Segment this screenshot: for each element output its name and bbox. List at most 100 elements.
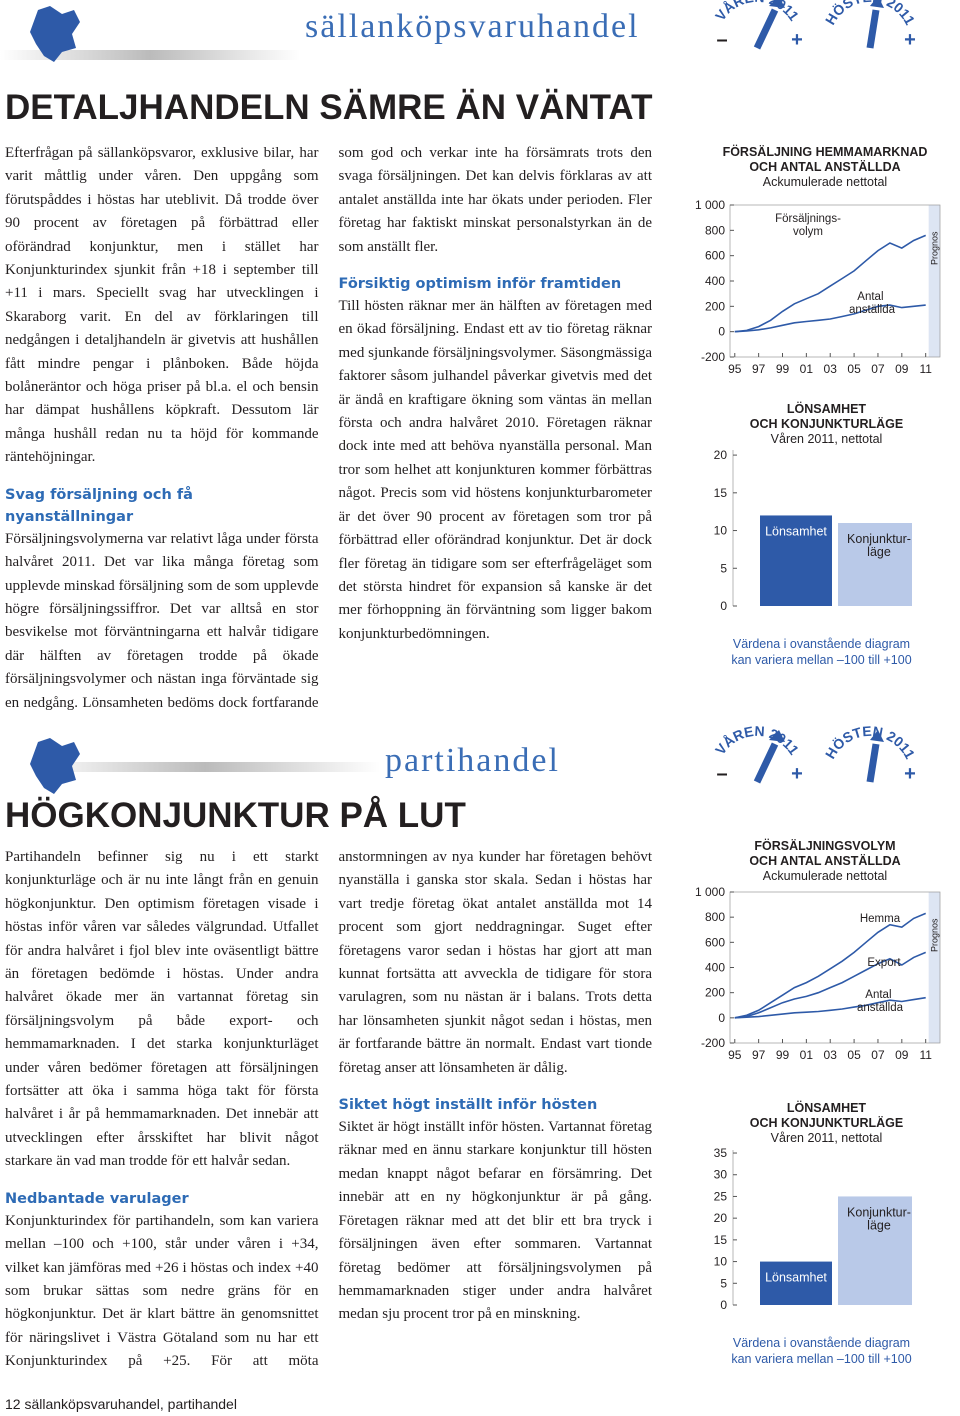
bar <box>838 1196 912 1305</box>
chart-title: OCH KONJUNKTURLÄGE <box>750 416 903 431</box>
y-tick-label: 1 000 <box>695 198 725 212</box>
x-tick-label: 09 <box>895 1048 909 1062</box>
chart-note: kan variera mellan –100 till +100 <box>731 1352 911 1366</box>
chart-title: OCH ANTAL ANSTÄLLDA <box>749 159 900 174</box>
x-tick-label: 09 <box>895 362 909 376</box>
gauge-needle <box>753 742 779 784</box>
line-series <box>734 234 927 333</box>
plot-frame <box>729 891 941 1044</box>
subheading: Siktet högt inställt inför hösten <box>338 1097 598 1114</box>
series-label: Export <box>867 957 901 969</box>
chart-subtitle: Ackumulerade nettotal <box>763 869 887 883</box>
forecast-area <box>928 892 940 1043</box>
heading: DETALJHANDELN SÄMRE ÄN VÄNTAT <box>5 88 653 127</box>
x-tick-label: 05 <box>847 1048 861 1062</box>
series-label: Antal anställda <box>849 291 896 316</box>
y-tick-label: 5 <box>720 1276 727 1290</box>
y-tick-label: 5 <box>720 561 727 575</box>
paragraph: Konjunkturindex för partihandeln, som ka… <box>5 849 652 1370</box>
x-tick-label: 03 <box>824 1048 838 1062</box>
x-tick-label: 99 <box>776 1048 790 1062</box>
subheading: Svag försäljning och få nyanställningar <box>5 486 193 525</box>
chart-subtitle: Våren 2011, nettotal <box>771 432 883 446</box>
bar <box>838 523 912 606</box>
x-tick-label: 07 <box>871 362 885 376</box>
y-tick-label: 400 <box>705 274 725 288</box>
gauge-label: VÅREN 2011 <box>712 0 803 24</box>
gauge-needle-head <box>870 0 884 8</box>
y-tick-label: 15 <box>714 486 728 500</box>
y-tick-label: 800 <box>705 223 725 237</box>
y-tick-label: 200 <box>705 986 725 1000</box>
y-tick-label: 400 <box>705 961 725 975</box>
chart-title: FÖRSÄLJNING HEMMAMARKNAD <box>723 144 928 159</box>
x-tick-label: 99 <box>776 362 790 376</box>
y-tick-label: 35 <box>714 1146 728 1160</box>
forecast-label: Prognos <box>929 918 939 952</box>
y-tick-label: 25 <box>714 1189 728 1203</box>
y-tick-label: 30 <box>714 1168 728 1182</box>
gauge-symbol: + <box>791 763 803 785</box>
footer: 12 sällanköpsvaruhandel, partihandel <box>5 1396 237 1412</box>
y-tick-label: 600 <box>705 249 725 263</box>
y-tick-label: 0 <box>718 325 725 339</box>
x-tick-label: 01 <box>800 362 814 376</box>
line-series <box>734 951 927 1019</box>
y-tick-label: 0 <box>720 1298 727 1312</box>
paragraph: Till hösten räknar mer än hälften av för… <box>338 298 653 642</box>
gauge-needle <box>753 8 779 50</box>
paragraph: Försäljningsvolymerna var relativt låga … <box>5 145 652 711</box>
gauge-label: VÅREN 2011 <box>712 723 803 758</box>
series-label: Hemma <box>860 913 901 925</box>
y-tick-label: 20 <box>714 448 728 462</box>
paragraph: Siktet är högt inställt inför hösten. Va… <box>338 1119 653 1323</box>
plot-frame <box>729 204 941 358</box>
x-tick-label: 11 <box>919 362 932 376</box>
paragraph: Efterfrågan på sällanköpsvaror, exklusiv… <box>5 145 319 466</box>
gauge-needle <box>866 743 880 783</box>
divider <box>30 762 380 772</box>
chart-title: LÖNSAMHET <box>787 401 867 416</box>
series-label: Försäljnings-volym <box>775 213 841 238</box>
y-tick-label: -200 <box>701 350 725 364</box>
y-tick-label: 600 <box>705 935 725 949</box>
chart-title: LÖNSAMHET <box>787 1100 867 1115</box>
x-tick-label: 95 <box>728 1048 742 1062</box>
chart-note: Värdena i ovanstående diagram <box>733 637 910 651</box>
divider <box>0 50 300 60</box>
region-icon <box>30 738 80 794</box>
gauge-symbol: + <box>904 763 916 785</box>
x-tick-label: 97 <box>752 362 766 376</box>
series-label: Antal anställda <box>857 989 904 1014</box>
bar-label: Konjunktur-läge <box>847 1205 911 1232</box>
y-tick-label: 200 <box>705 299 725 313</box>
y-tick-label: 10 <box>714 524 728 538</box>
x-tick-label: 03 <box>824 362 838 376</box>
heading: HÖGKONJUNKTUR PÅ LUT <box>5 796 466 835</box>
paragraph: Partihandeln befinner sig nu i ett stark… <box>5 849 319 1170</box>
subheading: Försiktig optimism inför framtiden <box>338 276 622 293</box>
chart-subtitle: Våren 2011, nettotal <box>771 1131 883 1145</box>
bar-label: Konjunktur-läge <box>847 532 911 559</box>
gauge-needle-head <box>769 730 785 742</box>
x-tick-label: 95 <box>728 362 742 376</box>
region-icon <box>30 6 80 62</box>
gauge-needle <box>866 9 880 49</box>
gauge-symbol: – <box>716 29 727 51</box>
x-tick-label: 97 <box>752 1048 766 1062</box>
forecast-label: Prognos <box>929 231 939 265</box>
y-tick-label: 0 <box>720 599 727 613</box>
gauge-needle-head <box>870 730 884 742</box>
y-tick-label: 15 <box>714 1233 728 1247</box>
bar-label: Lönsamhet <box>765 1271 827 1285</box>
y-tick-label: 20 <box>714 1211 728 1225</box>
line-series <box>734 304 926 333</box>
body-text: Efterfrågan på sällanköpsvaror, exklusiv… <box>5 142 652 734</box>
bar <box>760 515 832 606</box>
x-tick-label: 07 <box>871 1048 885 1062</box>
section-title: partihandel <box>385 742 560 779</box>
gauge-symbol: + <box>791 29 803 51</box>
gauge-label: HÖSTEN 2011 <box>822 0 918 28</box>
gauge-label: HÖSTEN 2011 <box>822 723 918 762</box>
